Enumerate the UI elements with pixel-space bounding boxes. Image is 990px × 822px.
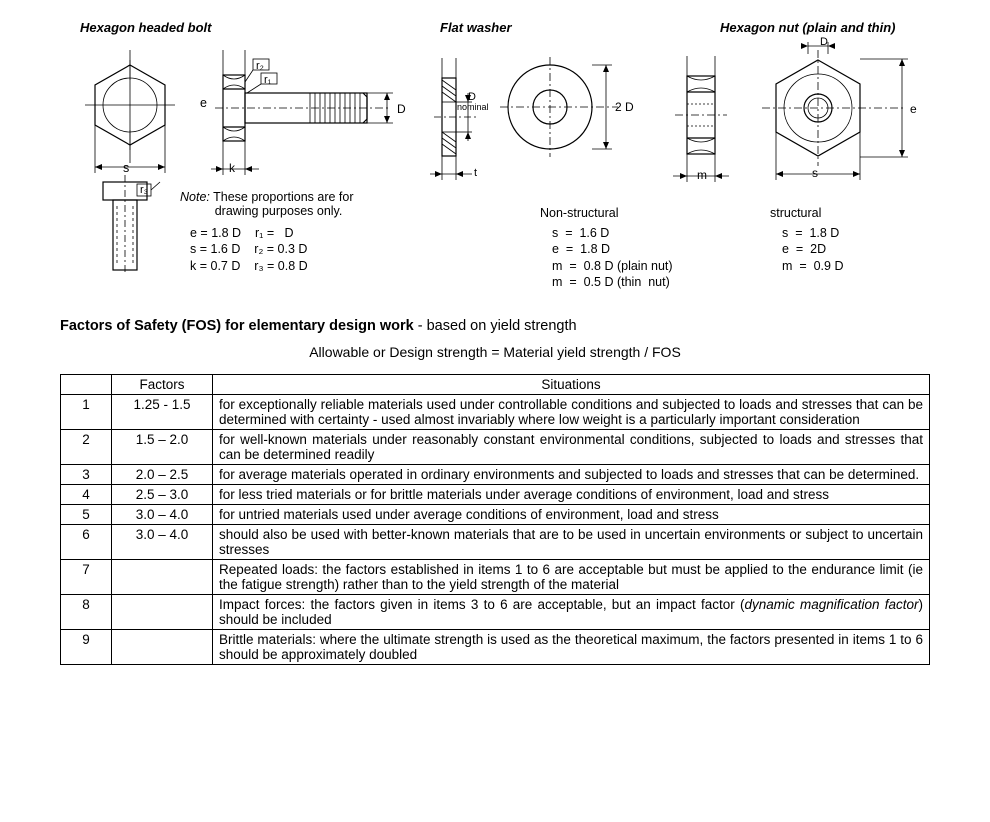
row-situation: for average materials operated in ordina… (213, 465, 930, 485)
row-situation: Impact forces: the factors given in item… (213, 595, 930, 630)
heading-nut: Hexagon nut (plain and thin) (720, 20, 896, 35)
row-factor (112, 595, 213, 630)
fos-heading-rest: - based on yield strength (414, 318, 577, 334)
bolt-head-front-icon (75, 45, 185, 180)
row-number: 6 (61, 525, 112, 560)
col-factors: Factors (112, 375, 213, 395)
heading-bolt: Hexagon headed bolt (80, 20, 211, 35)
washer-edge-icon (432, 50, 492, 195)
diagram-area: Hexagon headed bolt Flat washer Hexagon … (60, 20, 930, 300)
struct-title: structural (770, 205, 821, 221)
dim-r3: r₃ (140, 183, 148, 197)
note-label: Note: (180, 190, 210, 204)
row-number: 5 (61, 505, 112, 525)
table-row: 8 Impact forces: the factors given in ite… (61, 595, 930, 630)
table-row: 11.25 - 1.5for exceptionally reliable ma… (61, 395, 930, 430)
nut-face-icon (750, 42, 920, 192)
row-number: 4 (61, 485, 112, 505)
washer-t: t (474, 166, 477, 180)
heading-washer: Flat washer (440, 20, 512, 35)
fos-table: Factors Situations 11.25 - 1.5for except… (60, 374, 930, 665)
dim-s: s (123, 160, 129, 176)
col-blank (61, 375, 112, 395)
row-situation: Repeated loads: the factors established … (213, 560, 930, 595)
table-row: 32.0 – 2.5for average materials operated… (61, 465, 930, 485)
row-number: 2 (61, 430, 112, 465)
note-line2: drawing purposes only. (215, 204, 343, 218)
row-number: 9 (61, 630, 112, 665)
note-line1: These proportions are for (213, 190, 353, 204)
dim-r2: r₂ (256, 59, 264, 73)
dim-m: m (697, 168, 707, 184)
row-factor: 3.0 – 4.0 (112, 525, 213, 560)
dim-r1: r₁ (264, 73, 271, 87)
nut-D: D (820, 35, 828, 49)
washer-face-icon (500, 55, 630, 170)
washer-nominal: nominal (457, 102, 489, 114)
fos-formula: Allowable or Design strength = Material … (60, 344, 930, 360)
table-row: 9 Brittle materials: where the ultimate s… (61, 630, 930, 665)
row-number: 7 (61, 560, 112, 595)
fos-heading: Factors of Safety (FOS) for elementary d… (60, 318, 930, 334)
struct-lines: s = 1.8 D e = 2D m = 0.9 D (782, 225, 843, 274)
table-row: 21.5 – 2.0for well-known materials under… (61, 430, 930, 465)
bolt-equations: e = 1.8 D r₁ = D s = 1.6 D r₂ = 0.3 D k … (190, 225, 308, 274)
row-factor: 1.5 – 2.0 (112, 430, 213, 465)
nonstruct-title: Non-structural (540, 205, 619, 221)
page: Hexagon headed bolt Flat washer Hexagon … (0, 0, 990, 685)
row-situation: for exceptionally reliable materials use… (213, 395, 930, 430)
nut-e: e (910, 102, 917, 118)
bolt-bottom-icon (88, 180, 178, 285)
row-factor: 1.25 - 1.5 (112, 395, 213, 430)
fos-heading-bold: Factors of Safety (FOS) for elementary d… (60, 318, 414, 334)
row-factor: 3.0 – 4.0 (112, 505, 213, 525)
row-situation: for well-known materials under reasonabl… (213, 430, 930, 465)
washer-2D: 2 D (615, 100, 634, 116)
row-situation: for untried materials used under average… (213, 505, 930, 525)
dim-e: e (200, 95, 207, 111)
table-row: 42.5 – 3.0for less tried materials or fo… (61, 485, 930, 505)
row-number: 1 (61, 395, 112, 430)
row-factor: 2.0 – 2.5 (112, 465, 213, 485)
row-situation: Brittle materials: where the ultimate st… (213, 630, 930, 665)
row-number: 3 (61, 465, 112, 485)
bolt-note: Note: These proportions are for drawing … (180, 190, 410, 218)
row-situation: for less tried materials or for brittle … (213, 485, 930, 505)
table-row: 63.0 – 4.0should also be used with bette… (61, 525, 930, 560)
row-factor (112, 630, 213, 665)
table-header-row: Factors Situations (61, 375, 930, 395)
row-number: 8 (61, 595, 112, 630)
col-situations: Situations (213, 375, 930, 395)
row-factor: 2.5 – 3.0 (112, 485, 213, 505)
table-row: 7 Repeated loads: the factors established… (61, 560, 930, 595)
bolt-side-icon (215, 45, 405, 185)
dim-k: k (229, 161, 235, 177)
nonstruct-lines: s = 1.6 D e = 1.8 D m = 0.8 D (plain nut… (552, 225, 673, 290)
table-row: 53.0 – 4.0for untried materials used und… (61, 505, 930, 525)
nut-s: s (812, 166, 818, 182)
dim-D-bolt: D (397, 102, 406, 118)
row-situation: should also be used with better-known ma… (213, 525, 930, 560)
row-factor (112, 560, 213, 595)
